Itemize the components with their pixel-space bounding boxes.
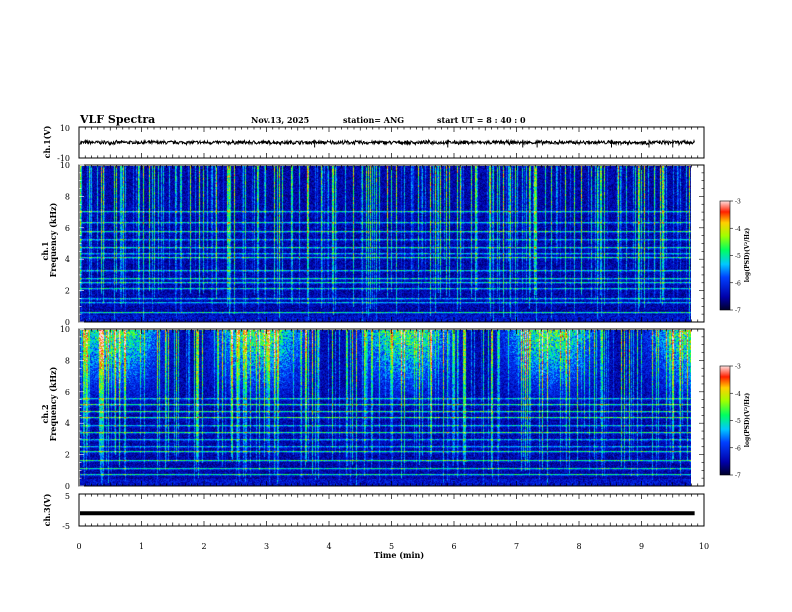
ch2-colorbar-label: log(PSD)(V²/Hz) (744, 393, 751, 448)
ch2-spectrogram-panel: 0 2 4 6 8 10 ch.2 Frequency (kHz) (40, 325, 705, 491)
colorbar-tick-label: -7 (735, 473, 741, 480)
y-tick-label: 8 (65, 356, 70, 365)
x-tick-label: 3 (264, 542, 269, 551)
ch3-waveform-frame (78, 493, 705, 527)
y-tick-label: 4 (65, 255, 70, 264)
ch2-colorbar-scale (719, 365, 731, 476)
x-tick-label: 9 (639, 542, 644, 551)
ch3-ytick-bottom: -5 (62, 522, 70, 531)
y-tick-label: 8 (65, 192, 70, 201)
ch1-colorbar-ticks: -3 -4 -5 -6 -7 (730, 199, 741, 315)
colorbar-tick-label: -5 (735, 253, 741, 260)
colorbar-tick-label: -6 (735, 445, 741, 452)
x-tick-label: 5 (389, 542, 394, 551)
x-tick-label: 2 (201, 542, 206, 551)
start-time-label: start UT = 8 : 40 : 0 (437, 115, 526, 125)
ch1-ytick-bottom: -10 (57, 154, 70, 163)
y-tick-label: 0 (65, 318, 70, 327)
colorbar-tick-label: -4 (735, 226, 741, 233)
y-tick-label: 10 (60, 161, 70, 170)
x-tick-label: 0 (76, 542, 81, 551)
figure-title: VLF Spectra (79, 113, 155, 126)
ch1-ytick-top: 10 (60, 124, 70, 133)
ch2-frequency-ylabel: Frequency (kHz) (48, 366, 58, 441)
time-axis-label: Time (min) (374, 550, 424, 560)
colorbar-tick-label: -3 (735, 199, 741, 206)
ch3-waveform-panel: 5 -5 ch.3(V) (42, 492, 705, 531)
colorbar-tick-label: -4 (735, 391, 741, 398)
ch2-spectrogram-image (80, 330, 691, 486)
x-tick-label: 1 (139, 542, 144, 551)
x-tick-label: 4 (326, 542, 331, 551)
ch1-colorbar-label: log(PSD)(V²/Hz) (744, 228, 751, 283)
x-tick-label: 8 (576, 542, 581, 551)
ch2-channel-label: ch.2 (40, 404, 50, 423)
ch1-frequency-ylabel: Frequency (kHz) (48, 202, 58, 277)
colorbar-tick-label: -3 (735, 364, 741, 371)
ch2-colorbar-ticks: -3 -4 -5 -6 -7 (730, 364, 741, 480)
y-tick-label: 2 (65, 451, 70, 460)
x-tick-label: 7 (514, 542, 519, 551)
time-axis-tick-labels: 0 1 2 3 4 5 6 7 8 9 10 (76, 542, 709, 551)
ch1-waveform-ylabel: ch.1(V) (42, 125, 52, 158)
colorbar-tick-label: -6 (735, 280, 741, 287)
ch1-waveform-trace (79, 138, 695, 147)
ch1-waveform-spikes (314, 139, 674, 148)
colorbar-tick-label: -7 (735, 308, 741, 315)
ch3-waveform-ylabel: ch.3(V) (42, 493, 52, 526)
x-tick-label: 6 (451, 542, 456, 551)
colorbar-tick-label: -5 (735, 418, 741, 425)
ch1-spectrogram-yticks: 0 2 4 6 8 10 (60, 161, 704, 327)
ch1-waveform-panel: 10 -10 ch.1(V) (42, 124, 705, 163)
ch3-ytick-top: 5 (65, 492, 70, 501)
ch1-channel-label: ch.1 (40, 241, 50, 260)
date-label: Nov.13, 2025 (251, 115, 309, 125)
y-tick-label: 4 (65, 419, 70, 428)
x-tick-label: 10 (699, 542, 709, 551)
time-axis-ticks (78, 127, 705, 526)
ch1-colorbar: -3 -4 -5 -6 -7 log(PSD)(V²/Hz) (719, 199, 751, 315)
ch2-spectrogram-yticks: 0 2 4 6 8 10 (60, 325, 704, 491)
station-label: station= ANG (343, 115, 404, 125)
y-tick-label: 6 (65, 224, 70, 233)
y-tick-label: 10 (60, 325, 70, 334)
y-tick-label: 2 (65, 287, 70, 296)
ch1-colorbar-scale (719, 200, 731, 311)
ch1-spectrogram-panel: 0 2 4 6 8 10 ch.1 Frequency (kHz) (40, 161, 705, 327)
ch2-colorbar: -3 -4 -5 -6 -7 log(PSD)(V²/Hz) (719, 364, 751, 480)
ch1-spectrogram-image (80, 166, 691, 322)
y-tick-label: 6 (65, 388, 70, 397)
y-tick-label: 0 (65, 482, 70, 491)
